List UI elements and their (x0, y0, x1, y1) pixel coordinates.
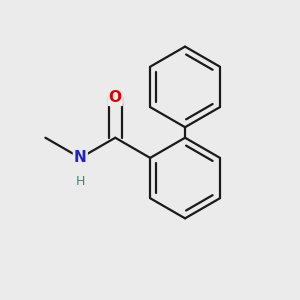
Text: H: H (76, 175, 85, 188)
Text: O: O (109, 90, 122, 105)
Text: N: N (74, 150, 87, 165)
